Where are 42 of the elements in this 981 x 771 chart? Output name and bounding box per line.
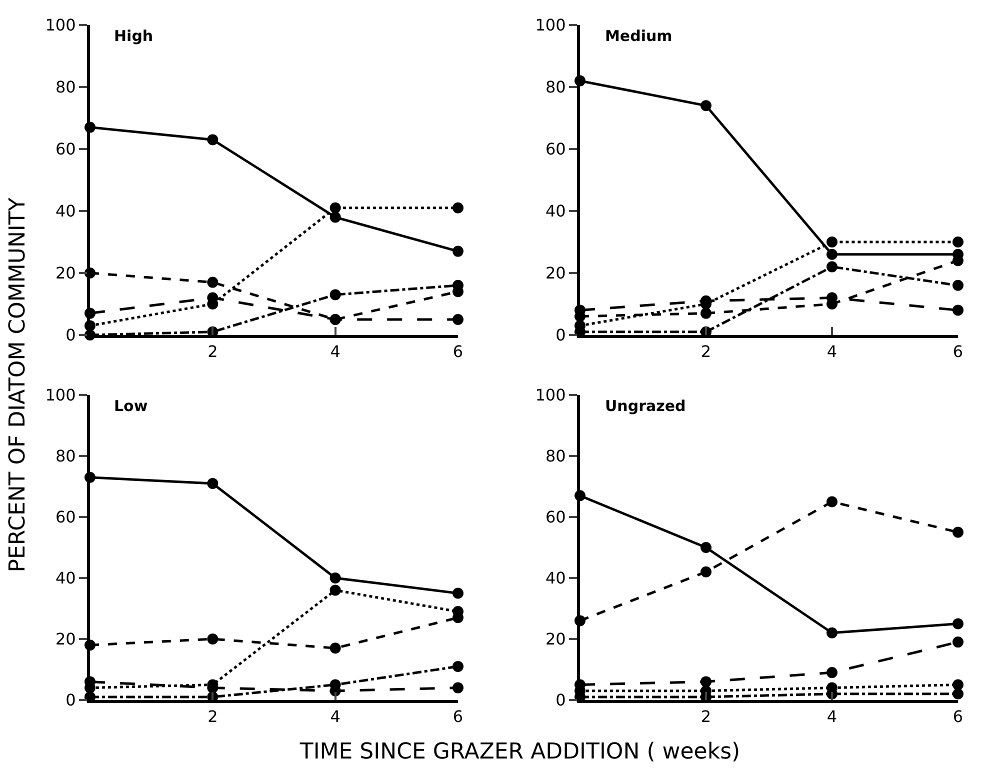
y-tick-label: 80 <box>545 78 566 97</box>
y-tick-label: 40 <box>545 202 566 221</box>
y-tick-label: 20 <box>545 630 566 649</box>
y-tick-label: 60 <box>545 140 566 159</box>
y-tick-label: 40 <box>55 568 76 588</box>
y-tick-label: 100 <box>535 16 566 35</box>
y-tick-label: 100 <box>45 386 76 405</box>
x-tick-label: 2 <box>208 707 218 726</box>
y-tick-label: 40 <box>545 568 566 588</box>
y-tick-label: 0 <box>556 690 566 710</box>
y-tick-label: 0 <box>66 690 76 710</box>
x-tick-label: 4 <box>826 707 838 726</box>
x-axis-title: TIME SINCE GRAZER ADDITION ( weeks) <box>300 740 740 764</box>
x-tick-label: 4 <box>826 342 838 362</box>
y-tick-label: 40 <box>55 202 76 221</box>
x-tick-label: 6 <box>452 342 464 362</box>
y-tick-label: 100 <box>45 16 76 35</box>
chart-title: High <box>114 27 154 45</box>
y-tick-label: 20 <box>55 264 76 283</box>
x-tick-label: 6 <box>952 342 964 362</box>
x-tick-label: 2 <box>208 342 218 362</box>
y-tick-label: 100 <box>535 386 566 405</box>
chart-title: Low <box>114 397 148 415</box>
y-tick-label: 20 <box>545 264 566 283</box>
y-tick-label: 0 <box>556 326 566 345</box>
chart-title: Medium <box>605 27 672 45</box>
y-tick-label: 0 <box>66 326 76 345</box>
x-tick-label: 2 <box>700 342 712 362</box>
y-axis-title: PERCENT OF DIATOM COMMUNITY <box>6 198 30 572</box>
y-tick-label: 80 <box>55 446 76 466</box>
y-tick-label: 60 <box>545 508 566 527</box>
y-tick-label: 20 <box>55 630 76 649</box>
y-tick-label: 60 <box>55 140 76 159</box>
x-tick-label: 6 <box>452 707 464 726</box>
y-tick-label: 80 <box>55 78 76 97</box>
y-tick-label: 60 <box>55 508 76 527</box>
y-tick-label: 80 <box>545 446 566 466</box>
x-tick-label: 2 <box>700 707 712 726</box>
x-tick-label: 6 <box>952 707 964 726</box>
x-tick-label: 4 <box>330 707 340 726</box>
x-tick-label: 4 <box>330 342 340 362</box>
chart-title: Ungrazed <box>605 397 686 415</box>
